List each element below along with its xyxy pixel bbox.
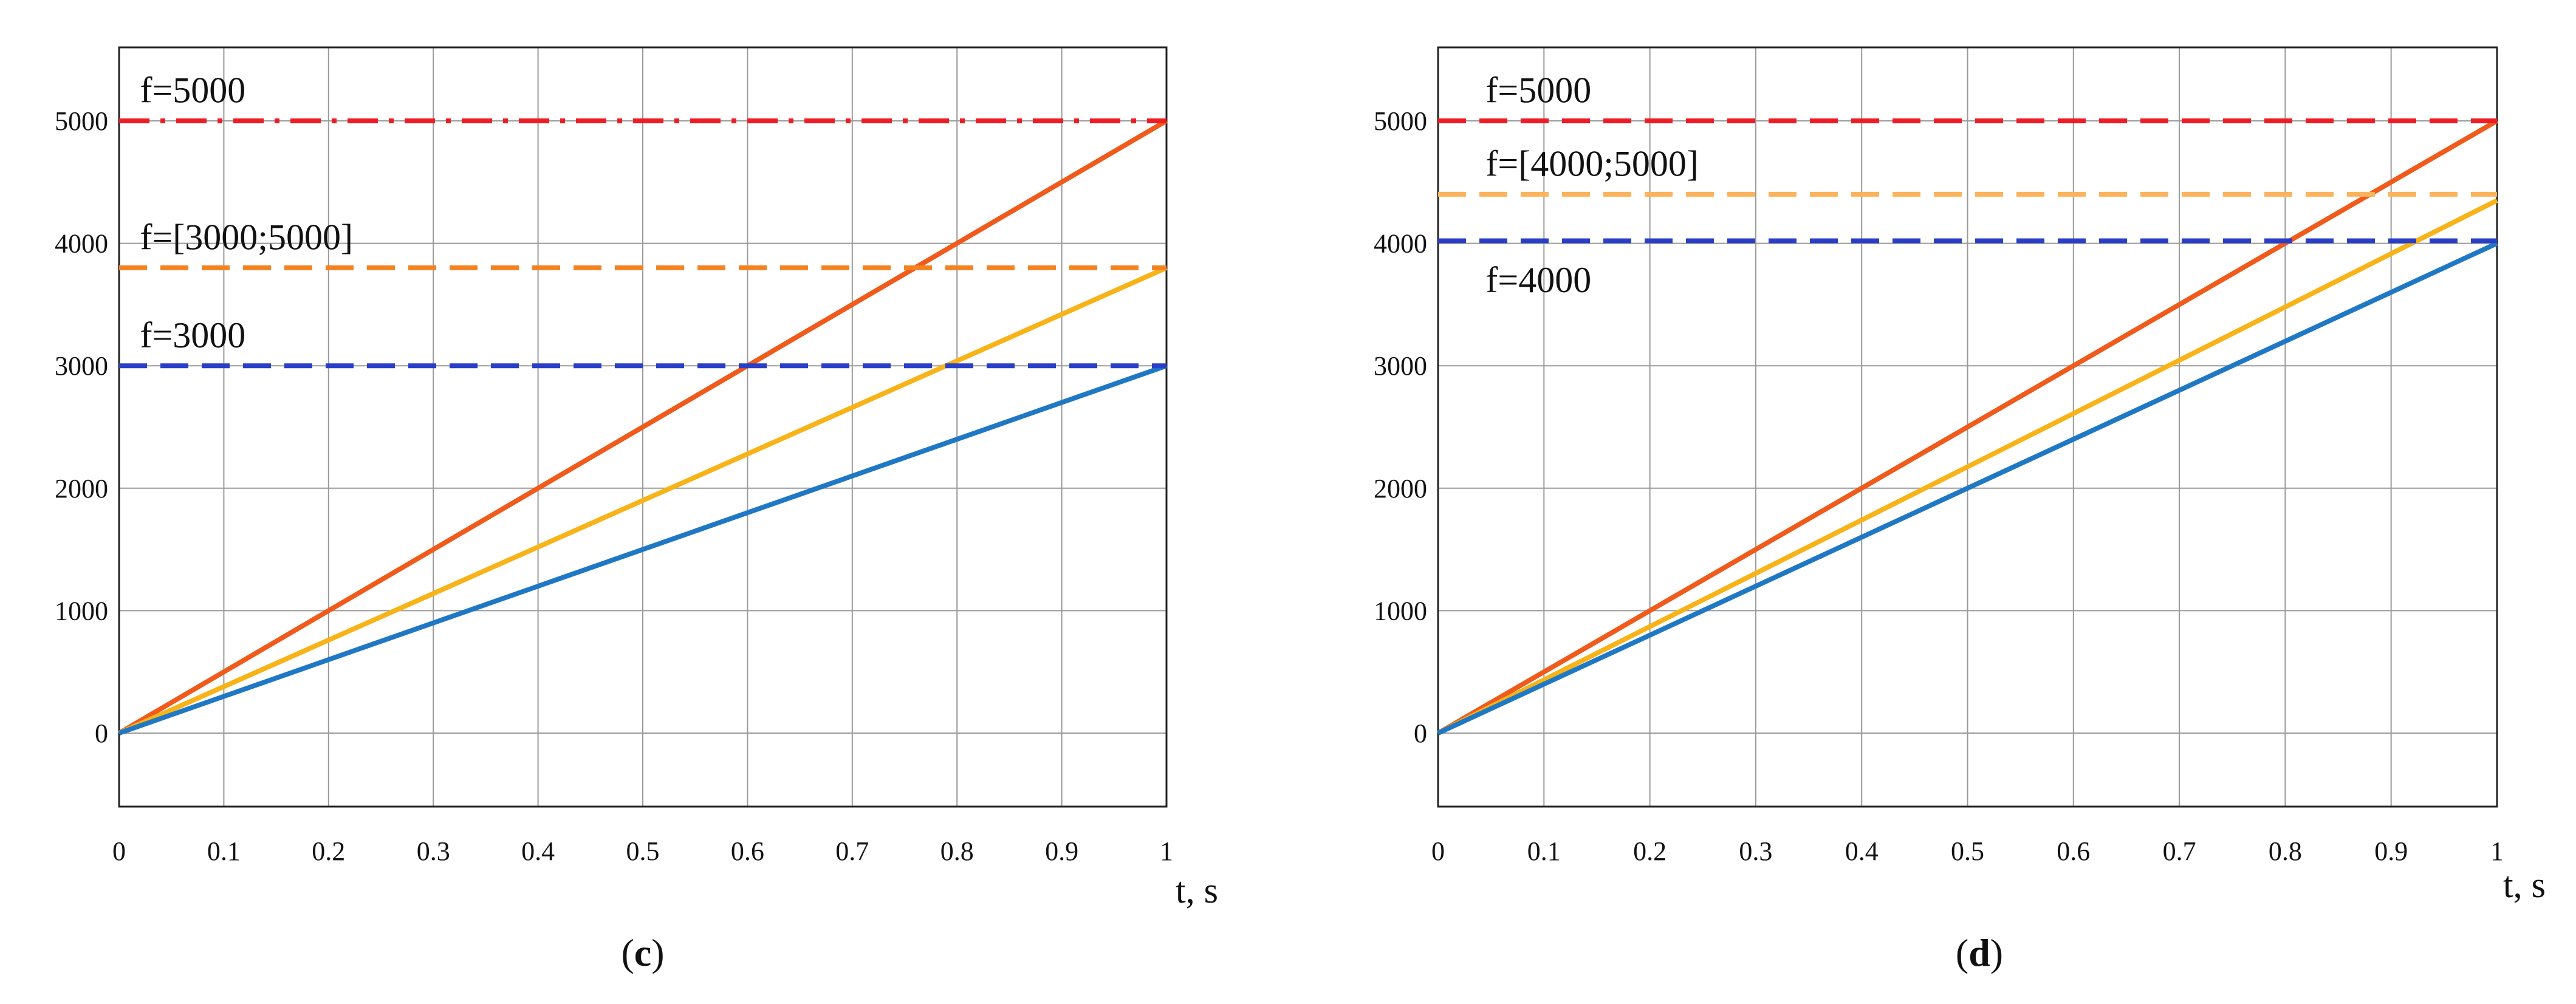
panel-caption: (d): [1956, 931, 2003, 974]
y-tick-label: 3000: [1374, 351, 1427, 381]
x-tick-label: 0.1: [207, 836, 241, 866]
series-line-1: [118, 265, 1168, 736]
x-axis-label: t, s: [1176, 870, 1218, 910]
y-tick-label: 4000: [1374, 229, 1427, 259]
x-axis-label: t, s: [2503, 865, 2546, 905]
y-tick-label: 4000: [55, 229, 108, 259]
x-tick-label: 0.5: [1951, 836, 1984, 866]
series-line-0: [1436, 118, 2499, 736]
x-tick-label: 0.8: [2269, 836, 2302, 866]
series-line-2: [1437, 241, 2498, 736]
x-tick-label: 0.2: [1633, 836, 1667, 866]
y-tick-label: 1000: [55, 596, 108, 626]
x-tick-label: 0.9: [2374, 836, 2408, 866]
y-tick-label: 2000: [1374, 474, 1427, 504]
x-tick-label: 0.3: [417, 836, 450, 866]
x-tick-label: 0.7: [835, 836, 869, 866]
x-tick-label: 0.3: [1739, 836, 1772, 866]
annotation-label: f=4000: [1485, 260, 1591, 300]
y-tick-label: 2000: [55, 474, 108, 504]
y-tick-label: 0: [95, 719, 108, 748]
x-tick-label: 0.8: [940, 836, 974, 866]
x-tick-label: 0.4: [1845, 836, 1879, 866]
plot-frame: [1437, 46, 2498, 808]
chart-panel-d: 0 0.1 0.2 0.3 0.4 0.5 0.6 0.7 0.8 0.9 1 0 1000 2000 30…: [1374, 46, 2546, 974]
series-line-1: [1437, 198, 2498, 736]
y-tick-label: 1000: [1374, 596, 1427, 626]
x-tick-label: 0: [1431, 836, 1445, 866]
annotation-label: f=5000: [1485, 70, 1591, 111]
x-tick-label: 0.9: [1045, 836, 1078, 866]
y-tick-label: 0: [1414, 719, 1427, 748]
x-tick-label: 0.6: [2057, 836, 2090, 866]
x-tick-label: 0.2: [312, 836, 345, 866]
x-tick-label: 0.5: [626, 836, 660, 866]
series-line-0: [117, 118, 1168, 736]
y-tick-label: 3000: [55, 351, 108, 381]
x-tick-label: 0.1: [1527, 836, 1561, 866]
x-tick-label: 0: [112, 836, 126, 866]
x-tick-label: 1: [1160, 836, 1173, 866]
annotation-label: f=5000: [140, 70, 245, 111]
y-tick-label: 5000: [1374, 106, 1427, 136]
x-tick-label: 0.4: [521, 836, 555, 866]
x-tick-label: 1: [2490, 836, 2504, 866]
plot-frame: [118, 46, 1168, 808]
y-tick-label: 5000: [55, 106, 108, 136]
annotation-label: f=[4000;5000]: [1485, 144, 1698, 184]
chart-panel-c: 0 0.1 0.2 0.3 0.4 0.5 0.6 0.7 0.8 0.9 1 0 1000 2000 30…: [55, 46, 1218, 974]
panel-caption: (c): [621, 931, 664, 974]
annotation-label: f=[3000;5000]: [140, 217, 352, 258]
series-line-2: [118, 363, 1168, 736]
x-tick-label: 0.6: [731, 836, 764, 866]
x-tick-label: 0.7: [2163, 836, 2196, 866]
annotation-label: f=3000: [140, 315, 245, 355]
